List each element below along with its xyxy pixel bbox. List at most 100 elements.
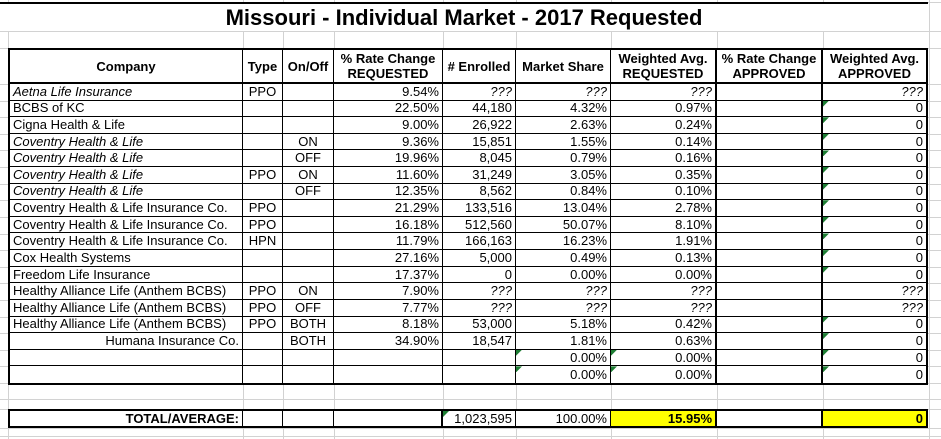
cell-enrolled[interactable]: 44,180: [443, 100, 516, 117]
cell-rate-change-approved[interactable]: [717, 216, 823, 233]
cell-enrolled[interactable]: [443, 366, 516, 383]
cell-type[interactable]: [243, 100, 283, 117]
header-enrolled[interactable]: # Enrolled: [443, 50, 516, 82]
cell-on-off[interactable]: [283, 100, 334, 117]
cell-weighted-avg-requested[interactable]: ???: [611, 283, 717, 299]
cell-company[interactable]: Coventry Health & Life Insurance Co.: [10, 216, 243, 233]
cell-market-share[interactable]: 0.49%: [516, 250, 611, 266]
cell-on-off[interactable]: BOTH: [283, 316, 334, 333]
cell-weighted-avg-requested[interactable]: 0.24%: [611, 117, 717, 133]
cell-enrolled[interactable]: 5,000: [443, 250, 516, 266]
total-cell-label[interactable]: TOTAL/AVERAGE:: [10, 411, 243, 426]
cell-rate-change-requested[interactable]: 21.29%: [334, 200, 443, 216]
cell-market-share[interactable]: 0.84%: [516, 183, 611, 200]
cell-company[interactable]: Aetna Life Insurance: [10, 84, 243, 100]
header-rate-change-approved[interactable]: % Rate Change APPROVED: [717, 50, 823, 82]
cell-weighted-avg-requested[interactable]: ???: [611, 84, 717, 100]
cell-weighted-avg-approved[interactable]: 0: [823, 150, 926, 166]
cell-company[interactable]: Coventry Health & Life: [10, 133, 243, 150]
cell-weighted-avg-approved[interactable]: 0: [823, 266, 926, 283]
cell-company[interactable]: Freedom Life Insurance: [10, 266, 243, 283]
cell-type[interactable]: PPO: [243, 216, 283, 233]
total-cell-weighted-avg-approved[interactable]: 0: [823, 411, 926, 426]
cell-company[interactable]: BCBS of KC: [10, 100, 243, 117]
cell-type[interactable]: [243, 117, 283, 133]
cell-rate-change-requested[interactable]: 9.54%: [334, 84, 443, 100]
cell-rate-change-requested[interactable]: 27.16%: [334, 250, 443, 266]
cell-company[interactable]: Cigna Health & Life: [10, 117, 243, 133]
cell-company[interactable]: [10, 366, 243, 383]
cell-market-share[interactable]: 5.18%: [516, 316, 611, 333]
cell-market-share[interactable]: 4.32%: [516, 100, 611, 117]
cell-weighted-avg-requested[interactable]: 0.97%: [611, 100, 717, 117]
cell-type[interactable]: PPO: [243, 316, 283, 333]
cell-enrolled[interactable]: [443, 349, 516, 366]
cell-enrolled[interactable]: ???: [443, 84, 516, 100]
cell-company[interactable]: Coventry Health & Life Insurance Co.: [10, 233, 243, 250]
cell-weighted-avg-approved[interactable]: 0: [823, 183, 926, 200]
cell-type[interactable]: [243, 133, 283, 150]
cell-rate-change-approved[interactable]: [717, 316, 823, 333]
cell-rate-change-requested[interactable]: 19.96%: [334, 150, 443, 167]
cell-company[interactable]: Coventry Health & Life: [10, 183, 243, 200]
header-type[interactable]: Type: [243, 50, 283, 82]
cell-type[interactable]: [243, 333, 283, 349]
header-on-off[interactable]: On/Off: [283, 50, 334, 82]
cell-enrolled[interactable]: 18,547: [443, 333, 516, 349]
cell-rate-change-requested[interactable]: 34.90%: [334, 333, 443, 349]
cell-type[interactable]: PPO: [243, 167, 283, 183]
header-weighted-avg-approved[interactable]: Weighted Avg. APPROVED: [829, 51, 920, 81]
cell-type[interactable]: [243, 250, 283, 266]
cell-weighted-avg-requested[interactable]: 0.10%: [611, 183, 717, 200]
cell-enrolled[interactable]: 133,516: [443, 200, 516, 216]
cell-weighted-avg-approved[interactable]: 0: [823, 133, 926, 150]
cell-rate-change-approved[interactable]: [717, 133, 823, 150]
cell-enrolled[interactable]: ???: [443, 299, 516, 316]
cell-enrolled[interactable]: 53,000: [443, 316, 516, 333]
cell-weighted-avg-requested[interactable]: 0.00%: [611, 366, 717, 383]
cell-enrolled[interactable]: 8,045: [443, 150, 516, 167]
cell-type[interactable]: PPO: [243, 299, 283, 316]
total-cell-weighted-avg-requested[interactable]: 15.95%: [611, 411, 717, 426]
cell-company[interactable]: Coventry Health & Life: [10, 167, 243, 183]
cell-type[interactable]: PPO: [243, 84, 283, 100]
cell-on-off[interactable]: ON: [283, 167, 334, 183]
sheet-title[interactable]: Missouri - Individual Market - 2017 Requ…: [0, 2, 928, 31]
cell-weighted-avg-requested[interactable]: 2.78%: [611, 200, 717, 216]
cell-on-off[interactable]: OFF: [283, 183, 334, 200]
cell-rate-change-requested[interactable]: [334, 366, 443, 383]
cell-on-off[interactable]: OFF: [283, 299, 334, 316]
cell-rate-change-requested[interactable]: 12.35%: [334, 183, 443, 200]
cell-rate-change-requested[interactable]: 22.50%: [334, 100, 443, 117]
cell-rate-change-approved[interactable]: [717, 167, 823, 183]
cell-rate-change-requested[interactable]: 7.90%: [334, 283, 443, 299]
cell-rate-change-requested[interactable]: 11.79%: [334, 233, 443, 250]
cell-market-share[interactable]: 0.79%: [516, 150, 611, 167]
cell-weighted-avg-approved[interactable]: ???: [823, 84, 926, 100]
cell-rate-change-requested[interactable]: 7.77%: [334, 299, 443, 316]
cell-rate-change-approved[interactable]: [717, 84, 823, 100]
cell-weighted-avg-approved[interactable]: 0: [823, 250, 926, 266]
cell-market-share[interactable]: 0.00%: [516, 366, 611, 383]
cell-rate-change-approved[interactable]: [717, 266, 823, 283]
cell-on-off[interactable]: ON: [283, 283, 334, 299]
cell-enrolled[interactable]: 512,560: [443, 216, 516, 233]
cell-rate-change-requested[interactable]: 11.60%: [334, 167, 443, 183]
cell-weighted-avg-requested[interactable]: 0.16%: [611, 150, 717, 167]
cell-company[interactable]: [10, 349, 243, 366]
cell-weighted-avg-requested[interactable]: 0.42%: [611, 316, 717, 333]
cell-on-off[interactable]: [283, 250, 334, 266]
total-cell-on-off[interactable]: [283, 411, 334, 426]
cell-weighted-avg-requested[interactable]: 0.13%: [611, 250, 717, 266]
cell-rate-change-approved[interactable]: [717, 200, 823, 216]
cell-market-share[interactable]: 50.07%: [516, 216, 611, 233]
cell-company[interactable]: Humana Insurance Co.: [10, 333, 243, 349]
cell-weighted-avg-requested[interactable]: 0.00%: [611, 266, 717, 283]
cell-market-share[interactable]: 1.55%: [516, 133, 611, 150]
cell-rate-change-approved[interactable]: [717, 233, 823, 250]
cell-weighted-avg-requested[interactable]: 0.00%: [611, 349, 717, 366]
cell-type[interactable]: [243, 349, 283, 366]
total-cell-type[interactable]: [243, 411, 283, 426]
cell-weighted-avg-approved[interactable]: 0: [823, 200, 926, 216]
cell-enrolled[interactable]: 31,249: [443, 167, 516, 183]
